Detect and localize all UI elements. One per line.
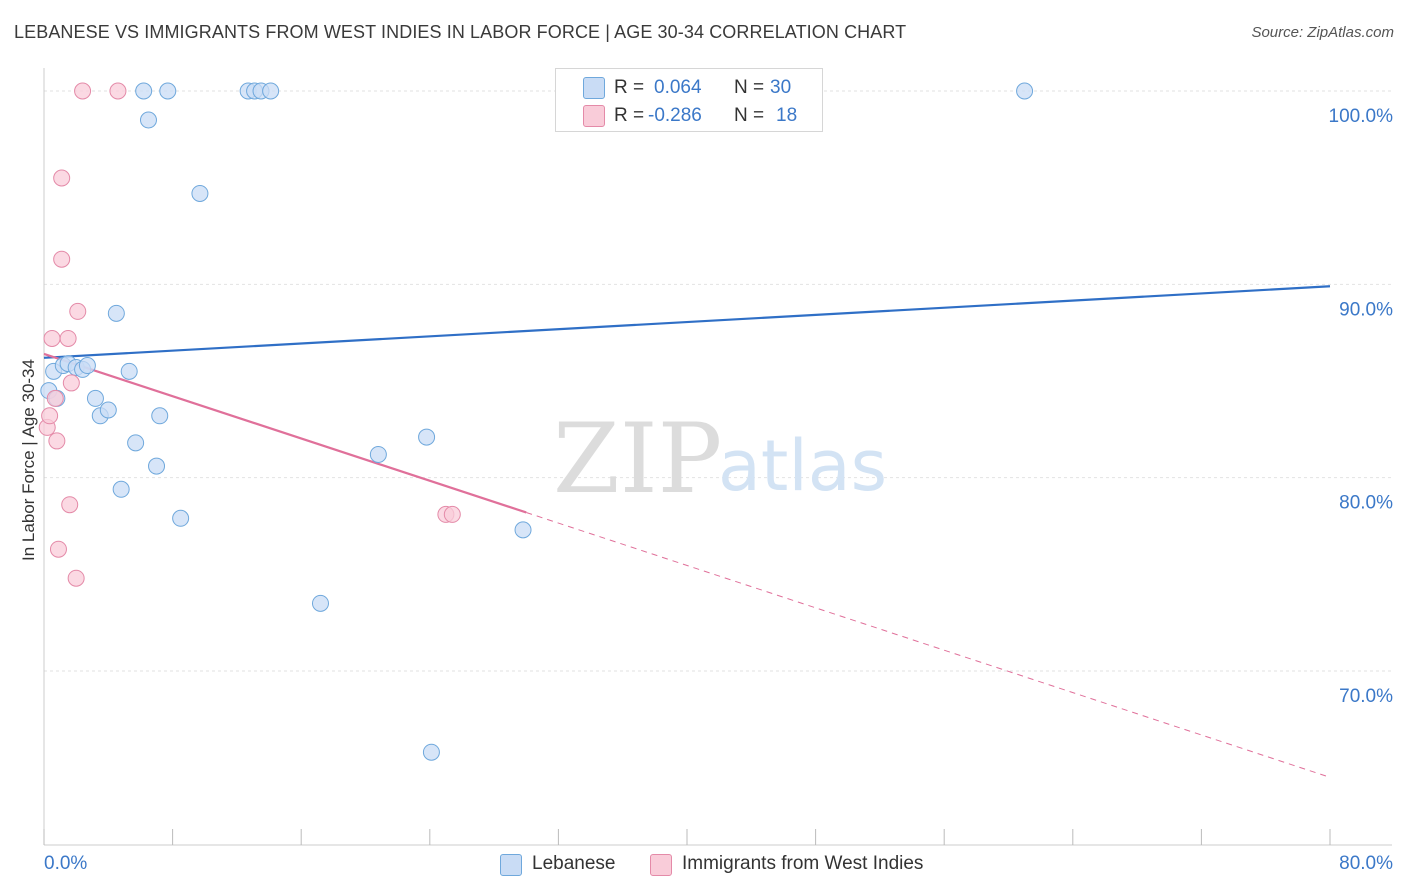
west-indies-point <box>67 569 85 587</box>
lebanese-point <box>1016 82 1034 100</box>
west-indies-point <box>49 540 67 558</box>
lebanese-point <box>120 362 138 380</box>
lebanese-point <box>262 82 280 100</box>
lebanese-point <box>99 401 117 419</box>
lebanese-trendline <box>43 285 1331 359</box>
lebanese-point <box>127 434 145 452</box>
legend-r-label: R = <box>614 105 645 126</box>
lebanese-point <box>112 480 130 498</box>
y-tick-label: 70.0% <box>1339 686 1393 707</box>
west-indies-point <box>74 82 92 100</box>
west-indies-trendline <box>43 352 527 514</box>
y-axis-label: In Labor Force | Age 30-34 <box>19 359 38 561</box>
lebanese-point <box>418 428 436 446</box>
watermark-zip: ZIP <box>553 403 722 515</box>
west-indies-point <box>53 250 71 268</box>
correlation-legend: R = 0.064 N = 30 R = -0.286 N = 18 <box>555 68 823 132</box>
legend-r-label: R = <box>614 77 645 98</box>
lebanese-point <box>148 457 166 475</box>
lebanese-point <box>135 82 153 100</box>
bottom-legend-label-lebanese: Lebanese <box>532 853 616 874</box>
west-indies-point <box>53 169 71 187</box>
bottom-legend-label-west-indies: Immigrants from West Indies <box>682 853 924 874</box>
west-indies-point <box>109 82 127 100</box>
grid-layer <box>44 90 1392 672</box>
lebanese-point <box>139 111 157 129</box>
legend-r-value-lebanese: 0.064 <box>654 77 702 98</box>
y-tick-label: 80.0% <box>1339 493 1393 514</box>
lebanese-point <box>172 509 190 527</box>
y-tick-label: 90.0% <box>1339 299 1393 320</box>
west-indies-trendline <box>526 511 1331 778</box>
lebanese-point <box>151 407 169 425</box>
label-layer: 70.0% 80.0% 90.0% 100.0% 0.0% 80.0% In Labor F… <box>19 106 1393 874</box>
west-indies-point <box>59 329 77 347</box>
lebanese-point <box>311 594 329 612</box>
x-tick-label: 80.0% <box>1339 853 1393 874</box>
west-indies-point <box>443 505 461 523</box>
west-indies-point <box>61 496 79 514</box>
x-tick-label: 0.0% <box>44 853 87 874</box>
lebanese-point <box>78 357 96 375</box>
west-indies-point <box>43 329 61 347</box>
axes-layer <box>43 68 1392 846</box>
lebanese-point <box>107 304 125 322</box>
west-indies-point <box>46 389 64 407</box>
legend-row-lebanese: R = 0.064 N = 30 <box>556 74 822 102</box>
bottom-legend-swatch-lebanese <box>500 854 522 876</box>
legend-n-value-lebanese: 30 <box>770 77 792 98</box>
lebanese-point <box>422 743 440 761</box>
trend-layer <box>43 285 1331 778</box>
lebanese-point <box>514 521 532 539</box>
lebanese-point <box>86 389 104 407</box>
legend-n-label: N = <box>734 105 765 126</box>
watermark: ZIP atlas <box>553 403 887 515</box>
legend-r-value-west-indies: -0.286 <box>648 105 702 126</box>
chart-title: LEBANESE VS IMMIGRANTS FROM WEST INDIES … <box>14 22 907 42</box>
legend-n-value-west-indies: 18 <box>776 105 798 126</box>
west-indies-point <box>48 432 66 450</box>
west-indies-point <box>41 407 59 425</box>
legend-swatch-lebanese <box>583 77 605 99</box>
legend-n-label: N = <box>734 77 765 98</box>
west-indies-point <box>62 374 80 392</box>
legend-row-west-indies: R = -0.286 N = 18 <box>556 102 822 130</box>
legend-swatch-west-indies <box>583 105 605 127</box>
lebanese-point <box>191 184 209 202</box>
lebanese-point <box>159 82 177 100</box>
lebanese-point <box>369 445 387 463</box>
points-layer <box>38 82 1034 761</box>
west-indies-point <box>69 302 87 320</box>
bottom-legend-swatch-west-indies <box>650 854 672 876</box>
source-label: Source: ZipAtlas.com <box>1251 24 1394 41</box>
watermark-atlas: atlas <box>718 425 887 507</box>
y-tick-label: 100.0% <box>1329 106 1394 127</box>
